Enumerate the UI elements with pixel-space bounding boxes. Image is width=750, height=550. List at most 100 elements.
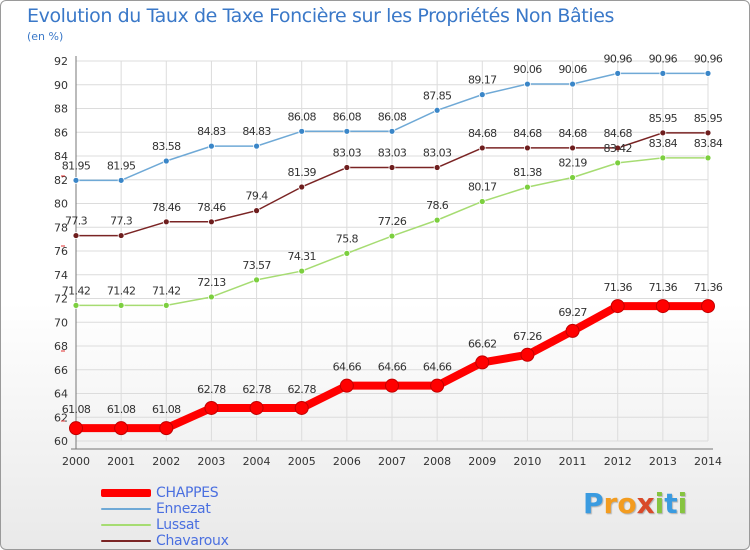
- data-label-chavaroux: 84.68: [468, 127, 497, 140]
- data-point-chappes: [610, 299, 625, 314]
- data-point-lussat: [72, 301, 80, 309]
- data-label-chavaroux: 84.68: [558, 127, 587, 140]
- data-label-lussat: 83.42: [603, 142, 632, 155]
- chart-title: Evolution du Taux de Taxe Foncière sur l…: [27, 5, 615, 27]
- data-point-chappes: [69, 421, 83, 436]
- logo-letter: i: [654, 487, 665, 520]
- y-tick-label: 70: [54, 316, 68, 329]
- data-point-chappes: [520, 347, 535, 362]
- data-label-lussat: 78.6: [426, 199, 449, 212]
- data-label-lussat: 82.19: [558, 156, 587, 169]
- logo-letter: r: [603, 487, 618, 520]
- data-label-ennezat: 84.83: [197, 125, 226, 138]
- data-point-ennezat: [569, 80, 576, 88]
- y-tick-label: 84: [54, 150, 68, 163]
- data-point-chavaroux: [659, 129, 667, 137]
- data-point-lussat: [614, 159, 622, 167]
- data-point-ennezat: [524, 80, 531, 88]
- data-point-ennezat: [614, 69, 622, 77]
- logo-letter: P: [583, 487, 604, 520]
- data-point-lussat: [659, 154, 667, 162]
- data-label-chappes: 62.78: [287, 383, 316, 396]
- data-point-chavaroux: [162, 218, 170, 226]
- logo-letter: x: [636, 487, 655, 520]
- legend-swatch: [101, 524, 151, 526]
- data-point-lussat: [569, 174, 576, 181]
- data-label-chappes: 64.66: [378, 361, 407, 374]
- data-label-chappes: 61.08: [152, 403, 181, 416]
- unit-label: (en %): [27, 30, 64, 43]
- y-tick-label: 60: [54, 435, 68, 448]
- y-tick-label: 92: [54, 55, 68, 68]
- data-point-chavaroux: [433, 164, 441, 171]
- data-point-ennezat: [162, 157, 170, 165]
- data-label-ennezat: 86.08: [378, 110, 407, 123]
- data-point-ennezat: [72, 176, 80, 184]
- data-point-lussat: [524, 183, 531, 191]
- x-tick-label: 2002: [152, 455, 180, 468]
- data-label-ennezat: 84.83: [242, 125, 271, 138]
- data-label-chappes: 69.27: [558, 306, 587, 319]
- data-label-chavaroux: 83.03: [333, 147, 362, 160]
- data-label-chappes: 64.66: [423, 361, 452, 374]
- data-label-ennezat: 87.85: [423, 89, 452, 102]
- data-point-chavaroux: [72, 232, 80, 239]
- data-label-ennezat: 86.08: [287, 110, 316, 123]
- data-point-chappes: [385, 378, 399, 393]
- data-label-chappes: 66.62: [468, 337, 497, 350]
- data-label-ennezat: 90.96: [649, 52, 678, 65]
- data-label-ennezat: 86.08: [333, 110, 362, 123]
- data-point-ennezat: [343, 127, 351, 135]
- x-tick-label: 2006: [333, 455, 361, 468]
- data-label-chavaroux: 77.3: [110, 215, 133, 228]
- data-point-chavaroux: [117, 232, 125, 239]
- y-tick-label: 88: [54, 103, 68, 116]
- data-label-ennezat: 90.96: [694, 52, 723, 65]
- data-label-lussat: 83.84: [649, 137, 678, 150]
- data-point-ennezat: [298, 127, 306, 135]
- data-point-lussat: [388, 232, 396, 240]
- data-label-chappes: 62.78: [197, 383, 226, 396]
- data-label-lussat: 77.26: [378, 215, 407, 228]
- legend-swatch: [101, 489, 151, 497]
- data-label-ennezat: 90.06: [513, 63, 542, 76]
- data-point-chavaroux: [524, 144, 531, 152]
- y-tick-label: 68: [54, 340, 68, 353]
- data-point-ennezat: [659, 69, 667, 77]
- data-point-chappes: [114, 421, 129, 436]
- data-label-lussat: 71.42: [152, 284, 181, 297]
- y-tick-label: 72: [54, 293, 68, 306]
- data-label-chavaroux: 85.95: [649, 112, 678, 125]
- x-tick-label: 2004: [243, 455, 271, 468]
- x-tick-label: 2013: [649, 455, 677, 468]
- legend-swatch: [101, 540, 151, 542]
- data-point-chavaroux: [478, 144, 486, 152]
- data-label-chappes: 61.08: [107, 403, 136, 416]
- data-label-lussat: 75.8: [336, 232, 359, 245]
- data-point-lussat: [253, 276, 260, 284]
- data-point-chappes: [294, 400, 309, 415]
- data-label-chappes: 71.36: [603, 281, 632, 294]
- legend-label: CHAPPES: [156, 485, 219, 501]
- x-tick-label: 2005: [288, 455, 316, 468]
- x-tick-label: 2010: [513, 455, 541, 468]
- data-label-chappes: 61.08: [62, 403, 91, 416]
- y-tick-label: 80: [54, 198, 68, 211]
- data-point-chappes: [475, 355, 490, 370]
- data-point-chavaroux: [343, 164, 351, 171]
- x-tick-label: 2011: [559, 455, 587, 468]
- data-point-ennezat: [388, 127, 396, 135]
- data-label-lussat: 72.13: [197, 276, 226, 289]
- x-tick-label: 2014: [694, 455, 722, 468]
- data-point-chappes: [159, 421, 174, 436]
- legend-label: Chavaroux: [156, 533, 229, 549]
- data-point-chavaroux: [569, 144, 576, 152]
- data-label-chappes: 67.26: [513, 330, 542, 343]
- data-point-chavaroux: [704, 129, 712, 137]
- data-label-lussat: 80.17: [468, 180, 497, 193]
- y-tick-label: 76: [54, 245, 68, 258]
- y-tick-label: 74: [54, 269, 68, 282]
- x-tick-label: 2012: [604, 455, 632, 468]
- x-tick-label: 2000: [62, 455, 90, 468]
